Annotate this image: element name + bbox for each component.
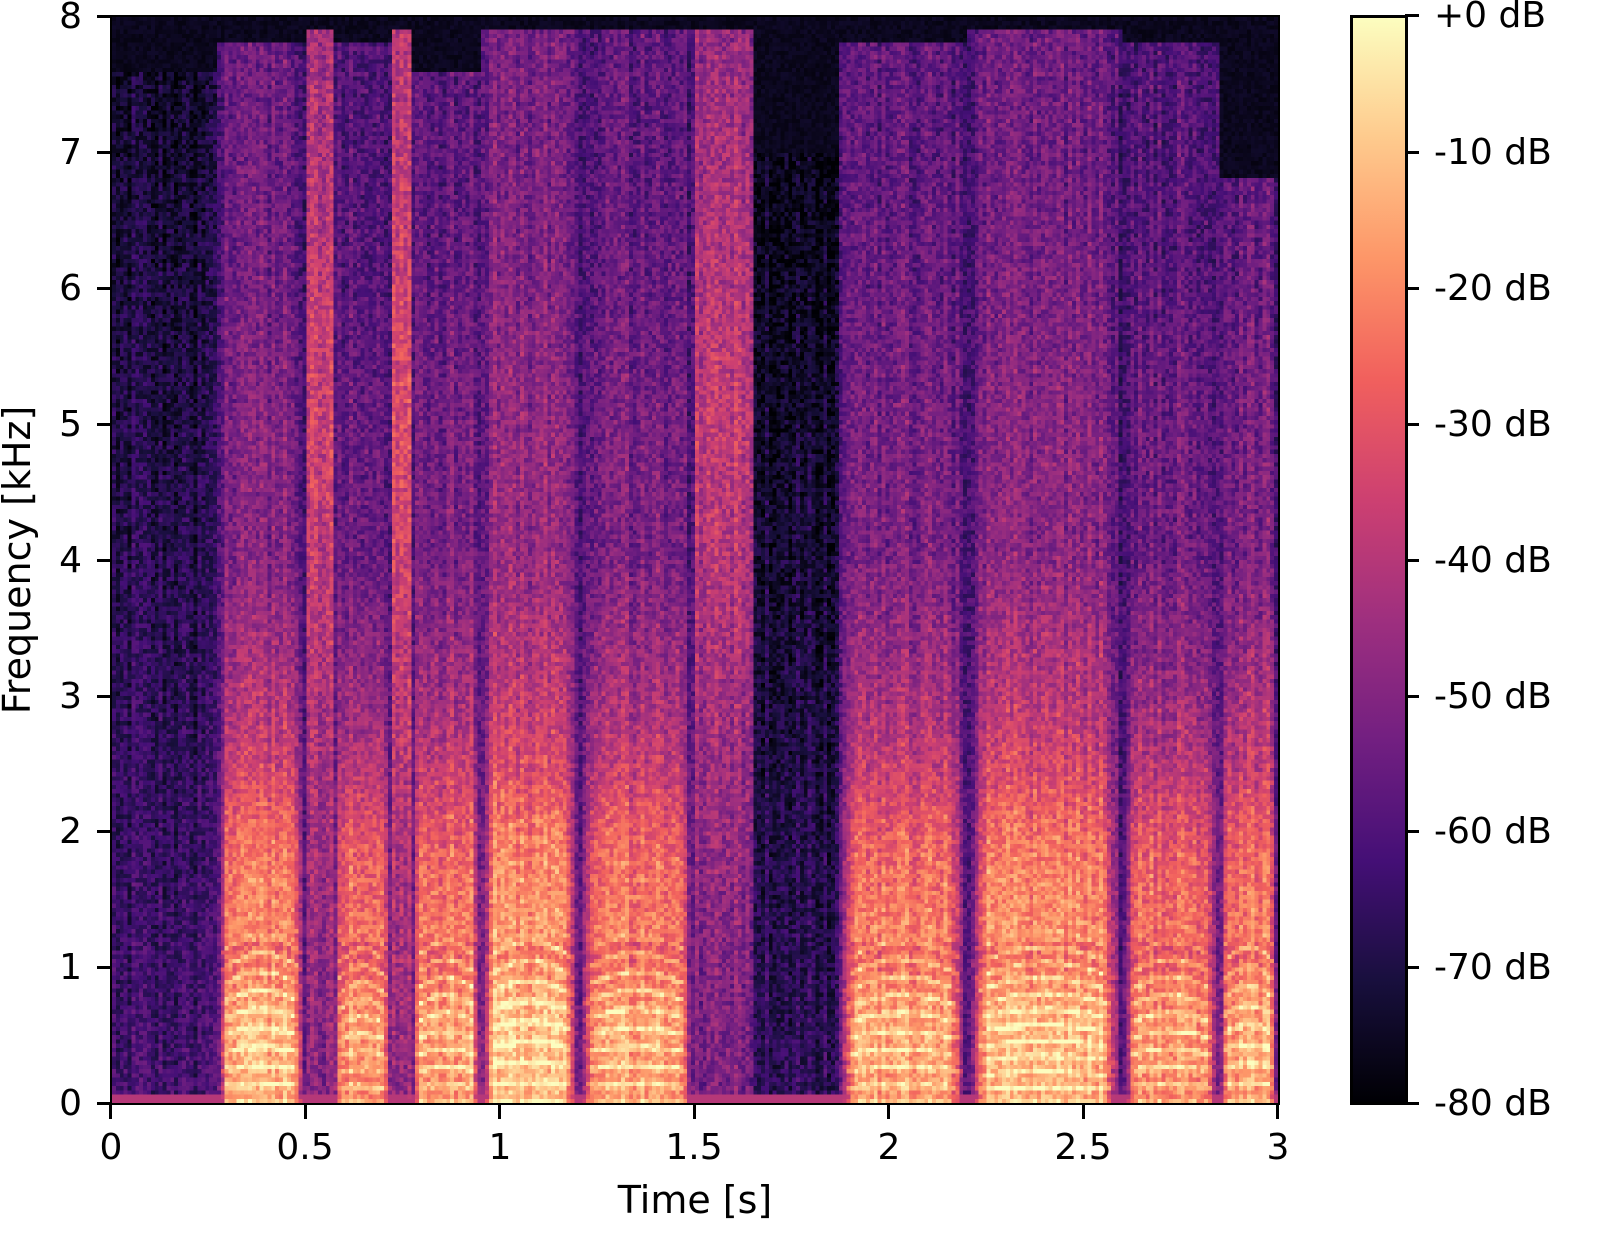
y-tick-label: 8 <box>59 0 82 37</box>
x-tick-1 <box>498 1105 501 1119</box>
colorbar-tick <box>1405 559 1419 562</box>
y-tick-8 <box>97 15 111 18</box>
x-tick-1-5 <box>693 1105 696 1119</box>
x-tick-label: 2 <box>877 1127 901 1168</box>
x-tick-label: 1.5 <box>665 1127 723 1168</box>
y-tick-0 <box>97 1102 111 1105</box>
y-tick-6 <box>97 287 111 290</box>
colorbar-tick <box>1405 966 1419 969</box>
y-tick-4 <box>97 559 111 562</box>
x-tick-3 <box>1276 1105 1279 1119</box>
x-tick-label: 0.5 <box>276 1127 334 1168</box>
y-axis-title: Frequency [kHz] <box>0 405 39 715</box>
y-tick-label: 0 <box>59 1083 82 1124</box>
colorbar-tick-label: -40 dB <box>1434 540 1552 581</box>
colorbar-tick <box>1405 830 1419 833</box>
y-tick-label: 5 <box>59 404 82 445</box>
x-tick-label: 1 <box>488 1127 512 1168</box>
colorbar-tick-label: -60 dB <box>1434 811 1552 852</box>
colorbar-tick <box>1405 151 1419 154</box>
y-tick-2 <box>97 830 111 833</box>
colorbar <box>1350 15 1408 1105</box>
colorbar-tick <box>1405 287 1419 290</box>
x-tick-2-5 <box>1082 1105 1085 1119</box>
x-tick-label: 2.5 <box>1054 1127 1112 1168</box>
y-tick-label: 1 <box>59 947 82 988</box>
y-tick-3 <box>97 695 111 698</box>
y-tick-5 <box>97 423 111 426</box>
x-tick-label: 0 <box>99 1127 123 1168</box>
y-tick-label: 6 <box>59 268 82 309</box>
colorbar-tick-label: -70 dB <box>1434 947 1552 988</box>
y-tick-label: 4 <box>59 540 82 581</box>
colorbar-tick <box>1405 14 1419 17</box>
y-tick-1 <box>97 966 111 969</box>
y-tick-label: 2 <box>59 811 82 852</box>
colorbar-tick-label: -50 dB <box>1434 676 1552 717</box>
colorbar-tick <box>1405 1102 1419 1105</box>
spectrogram-heatmap <box>112 17 1278 1103</box>
colorbar-tick <box>1405 695 1419 698</box>
colorbar-tick-label: -30 dB <box>1434 404 1552 445</box>
colorbar-tick-label: -20 dB <box>1434 268 1552 309</box>
colorbar-tick-label: +0 dB <box>1434 0 1547 36</box>
y-tick-7 <box>97 151 111 154</box>
x-axis-title: Time [s] <box>617 1178 773 1222</box>
x-tick-2 <box>887 1105 890 1119</box>
y-tick-label: 7 <box>59 132 82 173</box>
colorbar-tick-label: -10 dB <box>1434 132 1552 173</box>
x-tick-0-5 <box>304 1105 307 1119</box>
colorbar-tick-label: -80 dB <box>1434 1083 1552 1124</box>
x-tick-0 <box>109 1105 112 1119</box>
y-tick-label: 3 <box>59 676 82 717</box>
colorbar-tick <box>1405 423 1419 426</box>
spectrogram-plot-area <box>110 15 1280 1105</box>
x-tick-label: 3 <box>1266 1127 1290 1168</box>
